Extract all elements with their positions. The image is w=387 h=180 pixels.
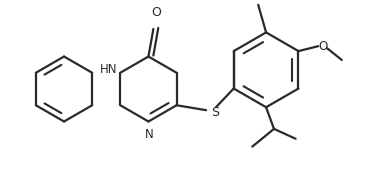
- Text: O: O: [319, 40, 328, 53]
- Text: HN: HN: [100, 63, 117, 76]
- Text: O: O: [151, 6, 161, 19]
- Text: S: S: [211, 106, 219, 119]
- Text: N: N: [145, 128, 154, 141]
